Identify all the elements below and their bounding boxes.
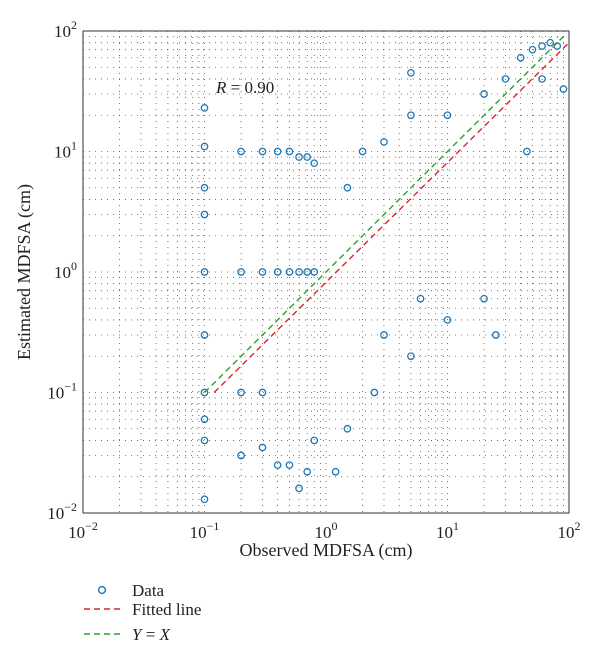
data-point: [285, 268, 294, 276]
data-point: [295, 153, 303, 161]
data-point: [200, 268, 209, 276]
data-point: [258, 388, 267, 397]
x-axis-title: Observed MDFSA (cm): [240, 540, 413, 561]
data-point: [480, 294, 488, 303]
y-equals-x-line: [204, 36, 564, 393]
data-point: [480, 90, 488, 98]
data-point: [200, 331, 209, 339]
data-point: [303, 153, 312, 161]
data-point: [258, 268, 267, 276]
data-point: [370, 388, 379, 397]
data-point: [380, 138, 388, 146]
data-point: [200, 436, 209, 445]
data-point: [358, 147, 367, 156]
data-point: [237, 147, 245, 156]
legend: Data Fitted line Y = X: [84, 581, 201, 644]
data-point: [310, 436, 319, 445]
data-point: [200, 415, 209, 424]
y-tick-label: 101: [54, 139, 77, 162]
data-point: [407, 111, 415, 120]
legend-data-marker: [97, 585, 107, 595]
x-tick-label: 100: [315, 519, 338, 542]
data-point: [407, 352, 415, 361]
data-point: [295, 268, 303, 276]
data-point: [258, 443, 267, 452]
data-point: [237, 451, 245, 460]
data-point: [310, 159, 319, 168]
data-point: [538, 42, 546, 50]
data-points: [200, 38, 568, 504]
data-point: [295, 484, 303, 493]
data-point: [273, 268, 282, 276]
y-tick-label: 102: [54, 18, 77, 41]
data-point: [258, 147, 267, 156]
data-point: [310, 268, 319, 276]
data-point: [237, 388, 245, 397]
legend-fitted-line-label: Fitted line: [132, 600, 201, 619]
data-point: [343, 183, 352, 192]
data-point: [200, 183, 209, 192]
data-point: [285, 147, 294, 156]
y-tick-label: 100: [54, 259, 77, 282]
data-point: [538, 75, 546, 83]
data-point: [237, 268, 245, 276]
y-tick-label: 10−2: [47, 500, 77, 523]
x-tick-label: 101: [436, 519, 459, 542]
y-tick-labels: 10−2 10−1 100 101 102: [47, 18, 77, 523]
data-point: [273, 147, 282, 156]
data-point: [516, 53, 525, 62]
x-tick-label: 10−1: [190, 519, 220, 542]
data-point: [285, 461, 294, 469]
data-point: [501, 75, 510, 83]
data-point: [200, 388, 209, 397]
x-tick-label: 102: [558, 519, 581, 542]
data-point: [200, 210, 209, 219]
data-point: [523, 147, 531, 156]
data-point: [200, 142, 209, 151]
data-point: [416, 294, 425, 303]
fitted-line: [213, 42, 570, 393]
series-lines: [204, 36, 570, 393]
plot-frame: [82, 30, 570, 514]
x-tick-label: 10−2: [68, 519, 98, 542]
x-tick-labels: 10−2 10−1 100 101 102: [68, 519, 580, 542]
data-point: [343, 424, 352, 433]
data-point: [200, 104, 209, 112]
data-point: [491, 331, 500, 339]
data-point: [528, 45, 537, 54]
legend-y-equals-x-label: Y = X: [132, 625, 171, 644]
data-point: [380, 331, 388, 339]
data-point: [273, 461, 282, 469]
grid: [83, 31, 569, 513]
legend-data-label: Data: [132, 581, 165, 600]
data-point: [443, 316, 452, 324]
y-tick-label: 10−1: [47, 380, 77, 403]
data-point: [443, 111, 452, 120]
data-point: [546, 38, 555, 47]
correlation-annotation: R = 0.90: [215, 78, 274, 97]
data-point: [331, 467, 340, 476]
data-point: [303, 467, 312, 476]
y-axis-title: Estimated MDFSA (cm): [14, 184, 35, 360]
data-point: [559, 85, 568, 93]
data-point: [407, 68, 415, 77]
data-point: [200, 495, 209, 504]
